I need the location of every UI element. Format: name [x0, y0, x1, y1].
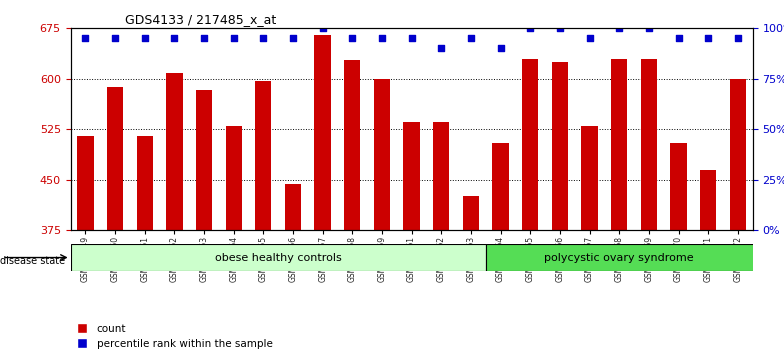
Bar	[552, 62, 568, 230]
Point	[405, 35, 418, 41]
Point	[702, 35, 714, 41]
Text: disease state: disease state	[0, 256, 65, 266]
Bar	[404, 122, 419, 230]
Point	[643, 25, 655, 31]
Point	[168, 35, 180, 41]
Text: polycystic ovary syndrome: polycystic ovary syndrome	[544, 252, 694, 263]
Point	[317, 25, 329, 31]
Point	[435, 46, 448, 51]
Bar	[166, 73, 183, 230]
Text: obese healthy controls: obese healthy controls	[215, 252, 342, 263]
Point	[198, 35, 210, 41]
Point	[139, 35, 151, 41]
Point	[554, 25, 566, 31]
Bar	[463, 196, 479, 230]
Bar	[611, 58, 627, 230]
Text: GDS4133 / 217485_x_at: GDS4133 / 217485_x_at	[125, 13, 277, 26]
Bar	[486, 244, 768, 271]
Bar	[641, 58, 657, 230]
Bar	[226, 126, 241, 230]
Point	[227, 35, 240, 41]
Point	[613, 25, 626, 31]
Point	[583, 35, 596, 41]
Bar	[582, 126, 597, 230]
Point	[731, 35, 744, 41]
Point	[524, 25, 536, 31]
Point	[257, 35, 270, 41]
Point	[465, 35, 477, 41]
Bar	[107, 87, 123, 230]
Bar	[136, 136, 153, 230]
Bar	[670, 143, 687, 230]
Bar	[522, 58, 539, 230]
Bar	[374, 79, 390, 230]
Bar	[433, 122, 449, 230]
Bar	[196, 90, 212, 230]
Bar	[314, 35, 331, 230]
Bar	[285, 184, 301, 230]
Bar	[344, 60, 361, 230]
Point	[287, 35, 299, 41]
Bar	[71, 244, 486, 271]
Point	[346, 35, 358, 41]
Point	[109, 35, 122, 41]
Point	[672, 35, 684, 41]
Bar	[255, 81, 271, 230]
Bar	[730, 79, 746, 230]
Point	[376, 35, 388, 41]
Bar	[700, 170, 717, 230]
Bar	[492, 143, 509, 230]
Point	[494, 46, 506, 51]
Point	[79, 35, 92, 41]
Legend: count, percentile rank within the sample: count, percentile rank within the sample	[76, 324, 273, 349]
Bar	[78, 136, 93, 230]
